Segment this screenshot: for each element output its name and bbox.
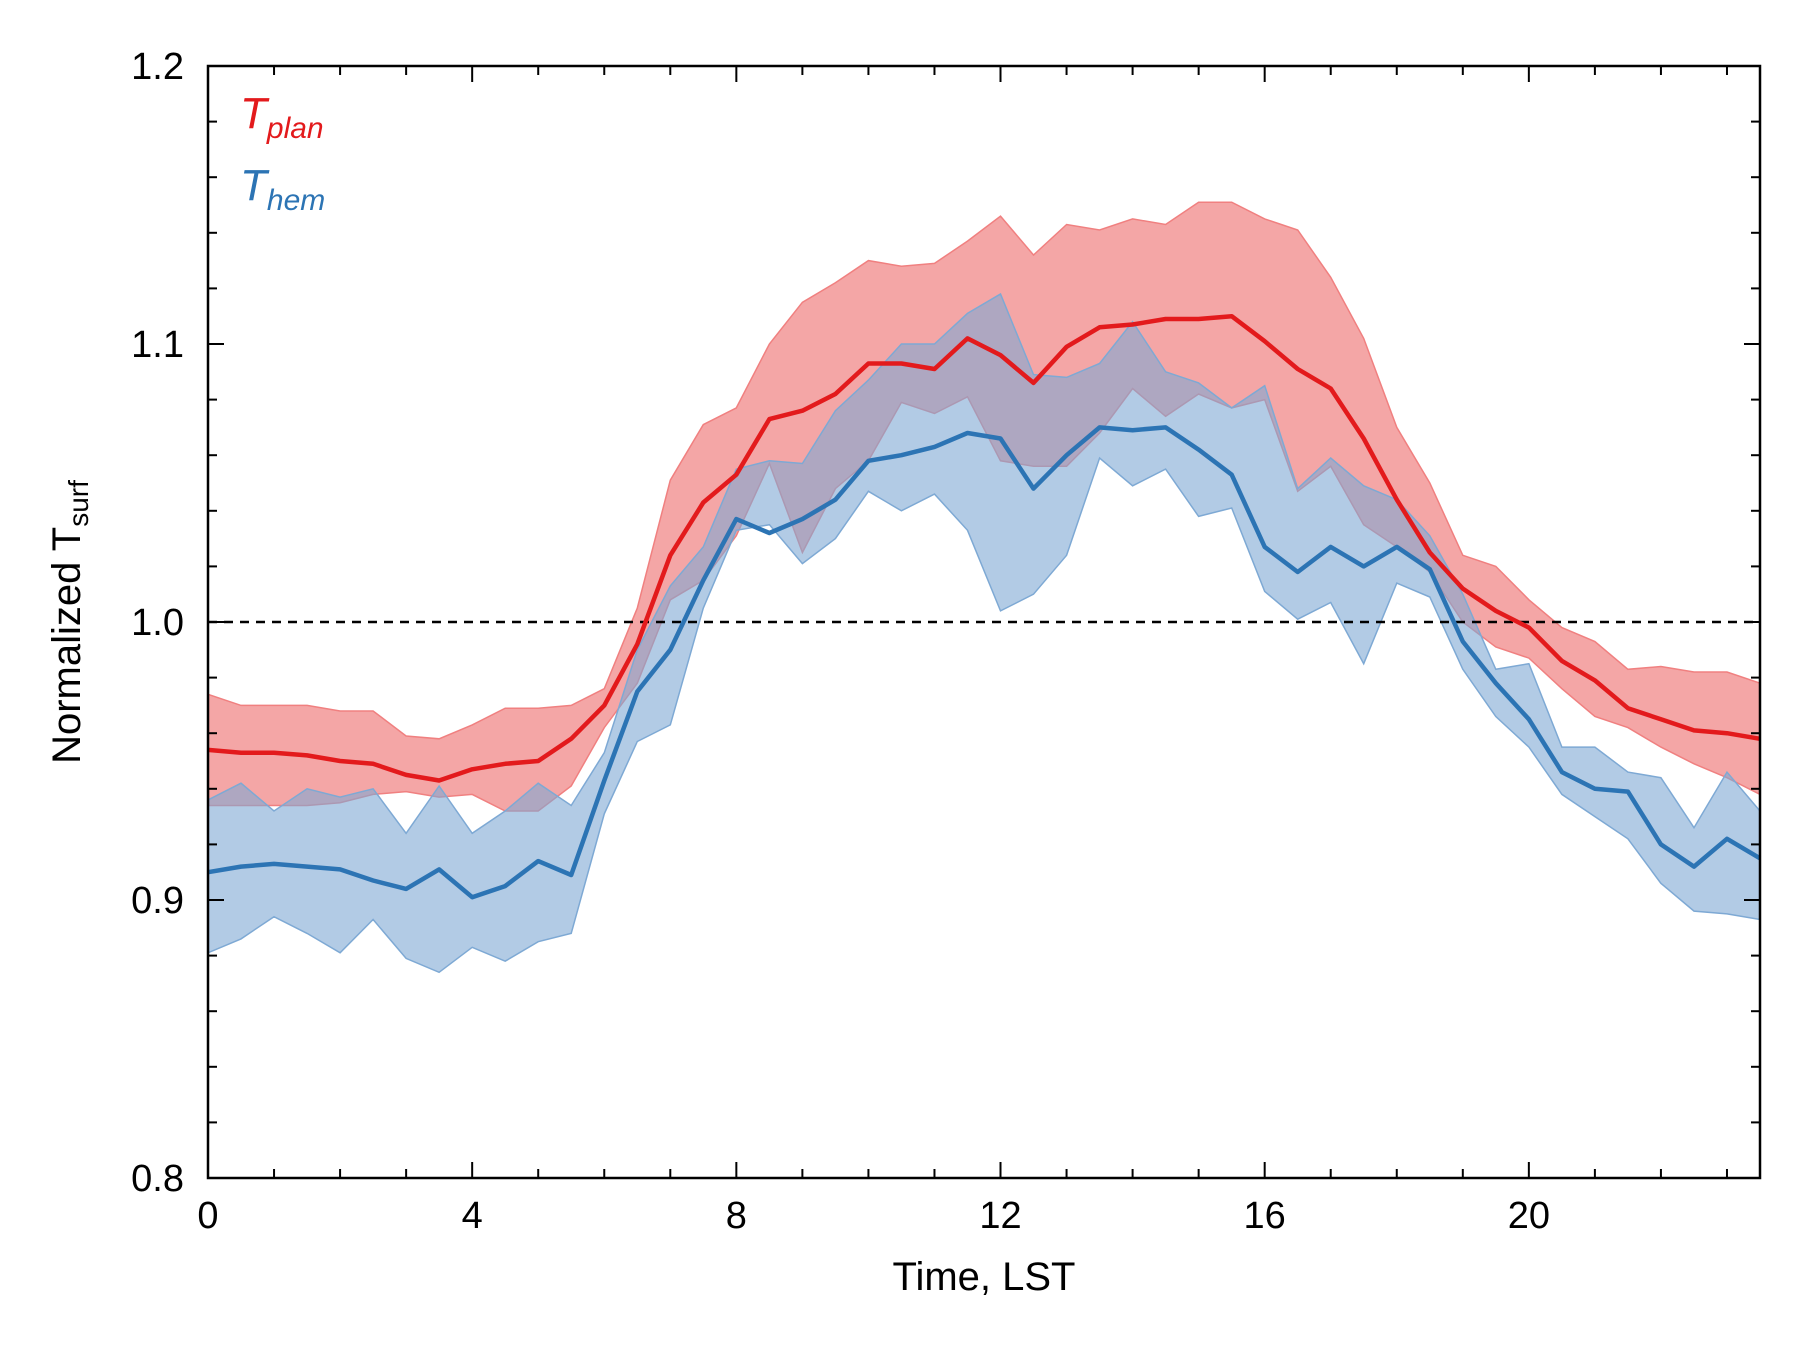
x-tick-label: 8	[726, 1195, 747, 1237]
legend-plan-main: T	[240, 89, 270, 138]
y-axis-label: Normalized Tsurf	[45, 480, 94, 764]
y-axis-label-main: Normalized T	[45, 527, 89, 764]
x-tick-label: 4	[462, 1195, 483, 1237]
x-tick-label: 16	[1244, 1195, 1286, 1237]
x-tick-label: 12	[979, 1195, 1021, 1237]
legend-hem-sub: hem	[267, 184, 325, 217]
series-line-hem	[207, 425, 1762, 900]
axis-tick-labels: 0 4 8 12 16 20 0.8 0.9 1.0 1.1 1.2	[131, 46, 1550, 1237]
y-tick-label: 0.9	[131, 880, 184, 922]
legend-entry-plan: Tplan	[240, 89, 324, 145]
legend-entry-hem: Them	[240, 161, 325, 217]
y-tick-label: 1.1	[131, 324, 184, 366]
legend: Tplan Them	[240, 89, 325, 217]
y-tick-label: 1.2	[131, 46, 184, 88]
axis-ticks	[207, 65, 1760, 1179]
x-tick-label: 0	[197, 1195, 218, 1237]
y-axis-label-sub: surf	[63, 480, 94, 527]
series-line-plan	[207, 313, 1761, 783]
uncertainty-bands	[207, 201, 1761, 974]
legend-plan-sub: plan	[266, 112, 324, 145]
x-axis-label: Time, LST	[893, 1255, 1076, 1299]
y-tick-label: 0.8	[131, 1158, 184, 1200]
series-lines	[207, 313, 1762, 900]
x-tick-label: 20	[1508, 1195, 1550, 1237]
legend-hem-main: T	[240, 161, 270, 210]
y-tick-label: 1.0	[131, 602, 184, 644]
